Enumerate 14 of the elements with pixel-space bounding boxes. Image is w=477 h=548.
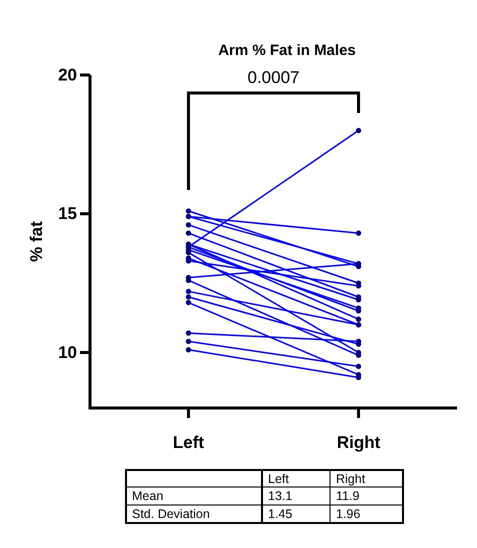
y-tick-label: 10 [58,342,77,362]
text: 11.9 [336,489,360,503]
y-axis-title: % fat [27,220,46,262]
annotation: 0.0007 [248,68,300,87]
text: 13.1 [268,489,292,503]
text: Left [268,472,290,486]
y-tick-label: 20 [58,65,77,84]
y-tick-label: 15 [58,204,77,224]
text: 1.45 [268,507,292,521]
chart-title: Arm % Fat in Males [218,42,356,59]
text: 1.96 [336,507,360,521]
text: Std. Deviation [132,507,210,521]
text: Right [336,472,366,486]
text: Mean [132,489,164,503]
